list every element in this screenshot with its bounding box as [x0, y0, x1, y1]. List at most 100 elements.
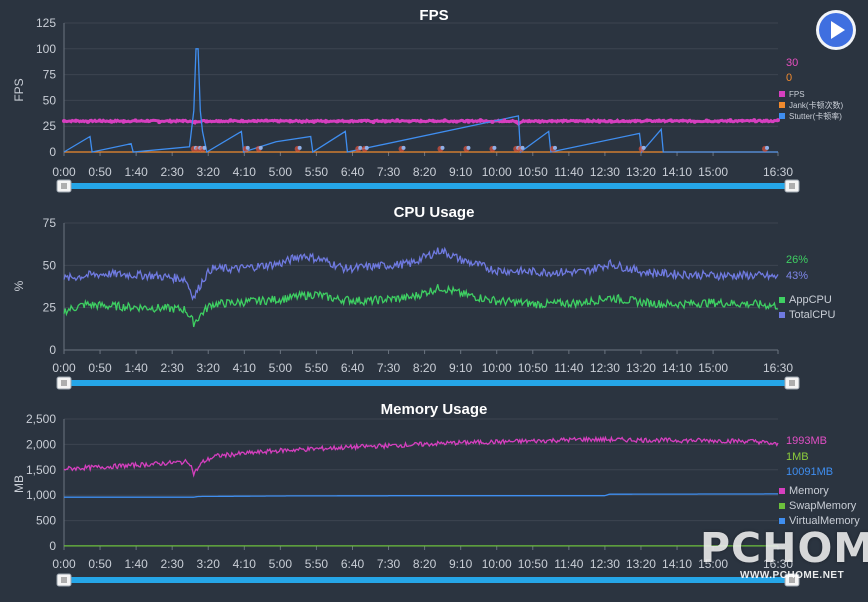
- time-range-slider[interactable]: [64, 183, 792, 189]
- stutter-marker: [258, 145, 263, 150]
- x-tick-label: 4:10: [233, 361, 257, 375]
- stutter-marker: [492, 145, 497, 150]
- y-axis-label: MB: [12, 475, 26, 493]
- fps-point: [442, 118, 447, 123]
- legend-label: FPS: [789, 90, 805, 99]
- x-tick-label: 1:40: [124, 361, 148, 375]
- legend-swatch: [779, 91, 785, 97]
- fps-point: [347, 119, 352, 124]
- x-tick-label: 7:30: [377, 165, 401, 179]
- fps-point: [478, 118, 483, 123]
- stutter-marker: [202, 145, 207, 150]
- chart-title: Memory Usage: [381, 401, 488, 418]
- fps-point: [776, 118, 780, 123]
- fps-point: [561, 118, 566, 123]
- x-tick-label: 9:10: [449, 361, 473, 375]
- fps-point: [728, 118, 733, 123]
- x-tick-label: 6:40: [341, 361, 365, 375]
- x-tick-label: 10:50: [518, 557, 548, 571]
- stutter-marker: [364, 145, 369, 150]
- fps-point: [466, 119, 471, 124]
- x-tick-label: 15:00: [698, 557, 728, 571]
- y-tick-label: 100: [36, 42, 56, 56]
- x-tick-label: 13:20: [626, 361, 656, 375]
- current-value: 1MB: [786, 451, 809, 463]
- x-tick-label: 0:00: [52, 165, 76, 179]
- x-tick-label: 8:20: [413, 557, 437, 571]
- stutter-marker: [358, 145, 363, 150]
- y-tick-label: 25: [43, 119, 57, 133]
- x-tick-label: 3:20: [197, 557, 221, 571]
- fps-point: [228, 118, 233, 123]
- legend-swatch: [779, 518, 785, 524]
- fps-point: [169, 119, 174, 124]
- legend-label: AppCPU: [789, 294, 832, 306]
- fps-point: [145, 118, 150, 123]
- x-tick-label: 14:10: [662, 557, 692, 571]
- legend-label: Jank(卡顿次数): [789, 100, 844, 110]
- fps-point: [502, 118, 507, 123]
- y-tick-label: 0: [49, 539, 56, 553]
- fps-point: [276, 119, 281, 124]
- x-tick-label: 16:30: [763, 361, 793, 375]
- x-tick-label: 12:30: [590, 557, 620, 571]
- x-tick-label: 0:50: [88, 361, 112, 375]
- stutter-marker: [552, 145, 557, 150]
- x-tick-label: 7:30: [377, 557, 401, 571]
- x-tick-label: 13:20: [626, 165, 656, 179]
- time-range-slider[interactable]: [64, 577, 792, 583]
- x-tick-label: 12:30: [590, 361, 620, 375]
- fps-point: [133, 118, 138, 123]
- x-tick-label: 5:50: [305, 557, 329, 571]
- stutter-marker: [297, 145, 302, 150]
- legend-label: VirtualMemory: [789, 515, 860, 527]
- x-tick-label: 14:10: [662, 361, 692, 375]
- chart-title: CPU Usage: [394, 204, 475, 221]
- fps-point: [359, 118, 364, 123]
- y-tick-label: 500: [36, 514, 56, 528]
- fps-point: [430, 118, 435, 123]
- legend-label: Memory: [789, 485, 829, 497]
- fps-point: [490, 119, 495, 124]
- x-tick-label: 8:20: [413, 361, 437, 375]
- fps-point: [383, 119, 388, 124]
- legend-swatch: [779, 102, 785, 108]
- fps-point: [704, 118, 709, 123]
- fps-point: [740, 118, 745, 123]
- fps-point: [264, 118, 269, 123]
- x-tick-label: 16:30: [763, 165, 793, 179]
- stutter-marker: [765, 145, 770, 150]
- x-tick-label: 5:00: [269, 165, 293, 179]
- fps-point: [668, 118, 673, 123]
- x-tick-label: 2:30: [161, 165, 185, 179]
- stutter-marker: [440, 145, 445, 150]
- fps-point: [311, 119, 316, 124]
- x-tick-label: 10:00: [482, 557, 512, 571]
- x-tick-label: 0:00: [52, 361, 76, 375]
- legend-label: Stutter(卡顿率): [789, 111, 842, 121]
- x-tick-label: 14:10: [662, 165, 692, 179]
- x-tick-label: 13:20: [626, 557, 656, 571]
- y-tick-label: 75: [43, 216, 57, 230]
- x-tick-label: 5:50: [305, 165, 329, 179]
- fps-point: [240, 118, 245, 123]
- fps-point: [121, 119, 126, 124]
- fps-point: [454, 119, 459, 124]
- legend-swatch: [779, 113, 785, 119]
- series-line-virtualmemory: [64, 493, 778, 498]
- play-button[interactable]: [816, 10, 856, 50]
- y-axis-label: %: [12, 280, 26, 291]
- stutter-marker: [245, 145, 250, 150]
- time-range-slider[interactable]: [64, 380, 792, 386]
- fps-point: [549, 118, 554, 123]
- stutter-marker: [401, 145, 406, 150]
- series-line-appcpu: [63, 284, 779, 328]
- x-tick-label: 4:10: [233, 165, 257, 179]
- x-tick-label: 0:50: [88, 165, 112, 179]
- fps-point: [323, 119, 328, 124]
- fps-point: [97, 118, 102, 123]
- current-value: 43%: [786, 270, 808, 282]
- fps-point: [609, 119, 614, 124]
- fps-point: [252, 119, 257, 124]
